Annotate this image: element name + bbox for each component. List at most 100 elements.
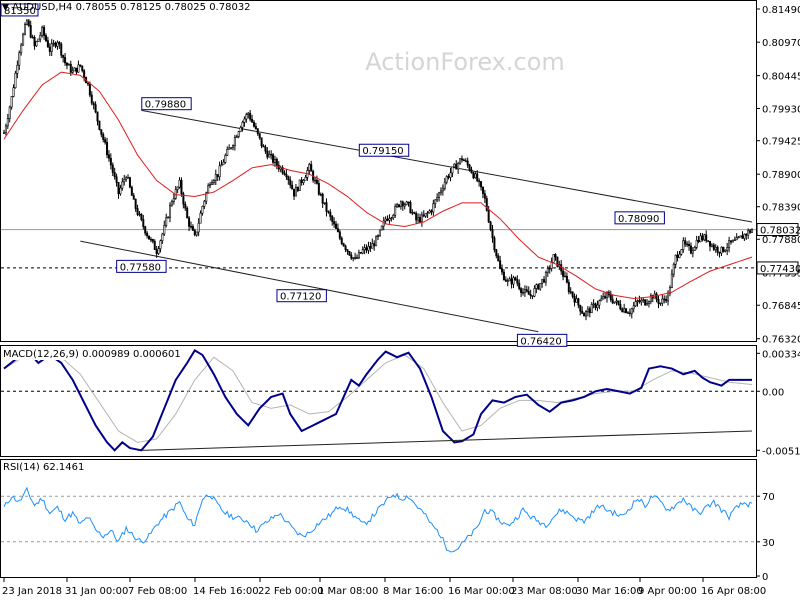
candle: [472, 171, 475, 180]
candle: [497, 253, 500, 262]
candle-body: [695, 240, 698, 248]
candle-body: [577, 298, 580, 306]
candle-body: [62, 54, 65, 58]
macd-signal-line: [3, 354, 753, 443]
candle-body: [134, 199, 137, 209]
candle-body: [109, 157, 112, 166]
candle-body: [73, 67, 76, 72]
watermark: ActionForex.com: [365, 48, 565, 76]
candle-body: [506, 280, 509, 282]
x-tick-label: 30 Mar 16:00: [576, 586, 643, 597]
candle: [556, 256, 559, 268]
candle: [390, 216, 393, 222]
candle-body: [2, 132, 5, 134]
candle-body: [415, 213, 418, 221]
candle-body: [222, 161, 225, 166]
triangle-down-icon[interactable]: ▼: [2, 3, 9, 13]
candle-body: [205, 192, 208, 202]
candle: [275, 157, 278, 170]
candle: [411, 209, 414, 216]
candle-body: [115, 176, 118, 183]
candle-body: [579, 304, 582, 312]
candle-body: [308, 164, 311, 171]
candle: [172, 193, 175, 205]
candle: [417, 213, 420, 224]
candle: [586, 306, 589, 317]
candle: [468, 163, 471, 172]
candle-body: [90, 94, 93, 104]
candle: [623, 303, 626, 314]
candle-body: [438, 192, 441, 198]
candle-body: [327, 211, 330, 213]
candle: [615, 297, 618, 306]
candle-body: [180, 179, 183, 195]
candle: [107, 150, 110, 162]
candle-body: [392, 215, 395, 219]
macd-series: [1, 349, 756, 452]
candle: [386, 215, 389, 222]
candle-body: [499, 260, 502, 270]
candle-body: [346, 249, 349, 252]
candle: [617, 300, 620, 306]
candle-body: [281, 167, 284, 174]
candle: [462, 158, 465, 162]
candle-body: [516, 279, 519, 284]
candle-body: [88, 83, 91, 96]
candle-body: [422, 214, 425, 217]
candle-body: [531, 295, 534, 297]
candle-body: [67, 64, 70, 66]
candle: [169, 202, 172, 223]
annotation-label: 0.77580: [120, 262, 161, 273]
candle-body: [686, 243, 689, 246]
candle: [626, 311, 629, 314]
candle: [712, 242, 715, 251]
candle: [356, 254, 359, 259]
candle-body: [25, 20, 28, 25]
candle-body: [588, 308, 591, 314]
candle-body: [726, 247, 729, 251]
candle: [289, 176, 292, 189]
candle-body: [119, 187, 122, 195]
candle-body: [514, 277, 517, 281]
candle: [241, 120, 244, 132]
candle-body: [457, 162, 460, 170]
candle-body: [52, 42, 55, 45]
candle-body: [361, 249, 364, 254]
candle-body: [567, 282, 570, 292]
candle: [335, 221, 338, 229]
candle-body: [605, 291, 608, 299]
candle: [218, 161, 221, 181]
macd-line: [3, 349, 752, 452]
candle: [258, 133, 261, 140]
candle-body: [674, 254, 677, 265]
candle-body: [138, 213, 141, 216]
candle: [92, 101, 95, 110]
candle-body: [390, 217, 393, 219]
annotation-box: [141, 97, 192, 111]
candle: [522, 288, 525, 296]
y-tick-label: 0.80445: [762, 72, 800, 83]
candle-body: [397, 204, 400, 208]
x-tick-label: 23 Mar 08:00: [511, 586, 578, 597]
candle: [731, 239, 734, 243]
candle-body: [481, 186, 484, 194]
candle-body: [16, 64, 19, 74]
candle: [170, 199, 173, 207]
candle: [378, 229, 381, 237]
candle: [684, 237, 687, 247]
candle-body: [737, 236, 740, 239]
candle-body: [563, 275, 566, 278]
price-annotation: 0.79150: [358, 143, 410, 157]
candle: [651, 294, 654, 303]
candle-body: [35, 41, 38, 47]
candle-body: [541, 279, 544, 284]
candle-body: [214, 174, 217, 181]
candle: [52, 39, 55, 47]
candle-body: [333, 221, 336, 225]
candle-body: [285, 174, 288, 178]
candle-body: [710, 244, 713, 247]
candle-body: [735, 237, 738, 241]
candle-body: [325, 202, 328, 212]
candle: [18, 50, 21, 71]
